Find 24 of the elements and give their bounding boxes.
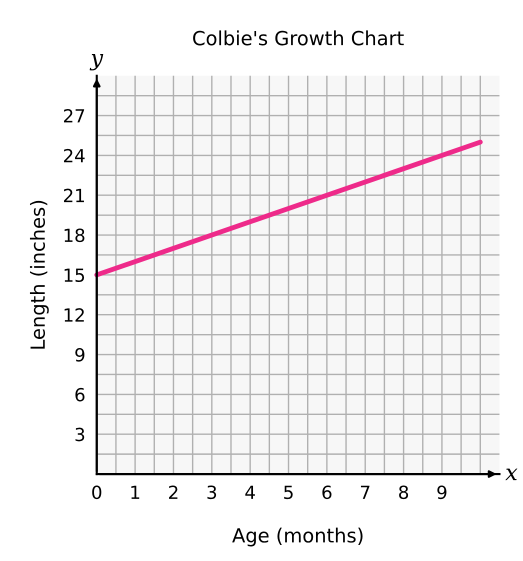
- y-tick-label: 6: [75, 388, 85, 402]
- x-tick-label: 9: [437, 485, 446, 500]
- y-axis-title: Length (inches): [30, 200, 49, 349]
- y-tick-label: 18: [64, 228, 84, 242]
- y-tick-label: 24: [64, 148, 85, 162]
- x-tick-label: 3: [207, 485, 216, 500]
- x-tick-label: 4: [245, 486, 255, 499]
- chart-title: Colbie's Growth Chart: [193, 30, 404, 46]
- x-tick-label: 5: [284, 486, 293, 500]
- text: y: [90, 54, 104, 70]
- x-tick-label: 1: [131, 486, 140, 499]
- y-tick-label: 21: [64, 188, 84, 202]
- y-tick-label: 3: [76, 428, 84, 442]
- x-tick-label: 2: [169, 485, 178, 499]
- x-tick-label: 0: [92, 485, 102, 500]
- text: x: [505, 468, 518, 480]
- y-tick-label: 12: [64, 308, 84, 322]
- x-tick-label: 7: [360, 486, 370, 499]
- x-tick-label: 6: [322, 485, 332, 500]
- y-tick-label: 15: [64, 268, 84, 282]
- y-tick-label: 27: [64, 109, 84, 122]
- x-tick-label: 8: [399, 485, 408, 500]
- y-tick-label: 9: [75, 348, 84, 362]
- x-axis-title: Age (months): [232, 528, 363, 546]
